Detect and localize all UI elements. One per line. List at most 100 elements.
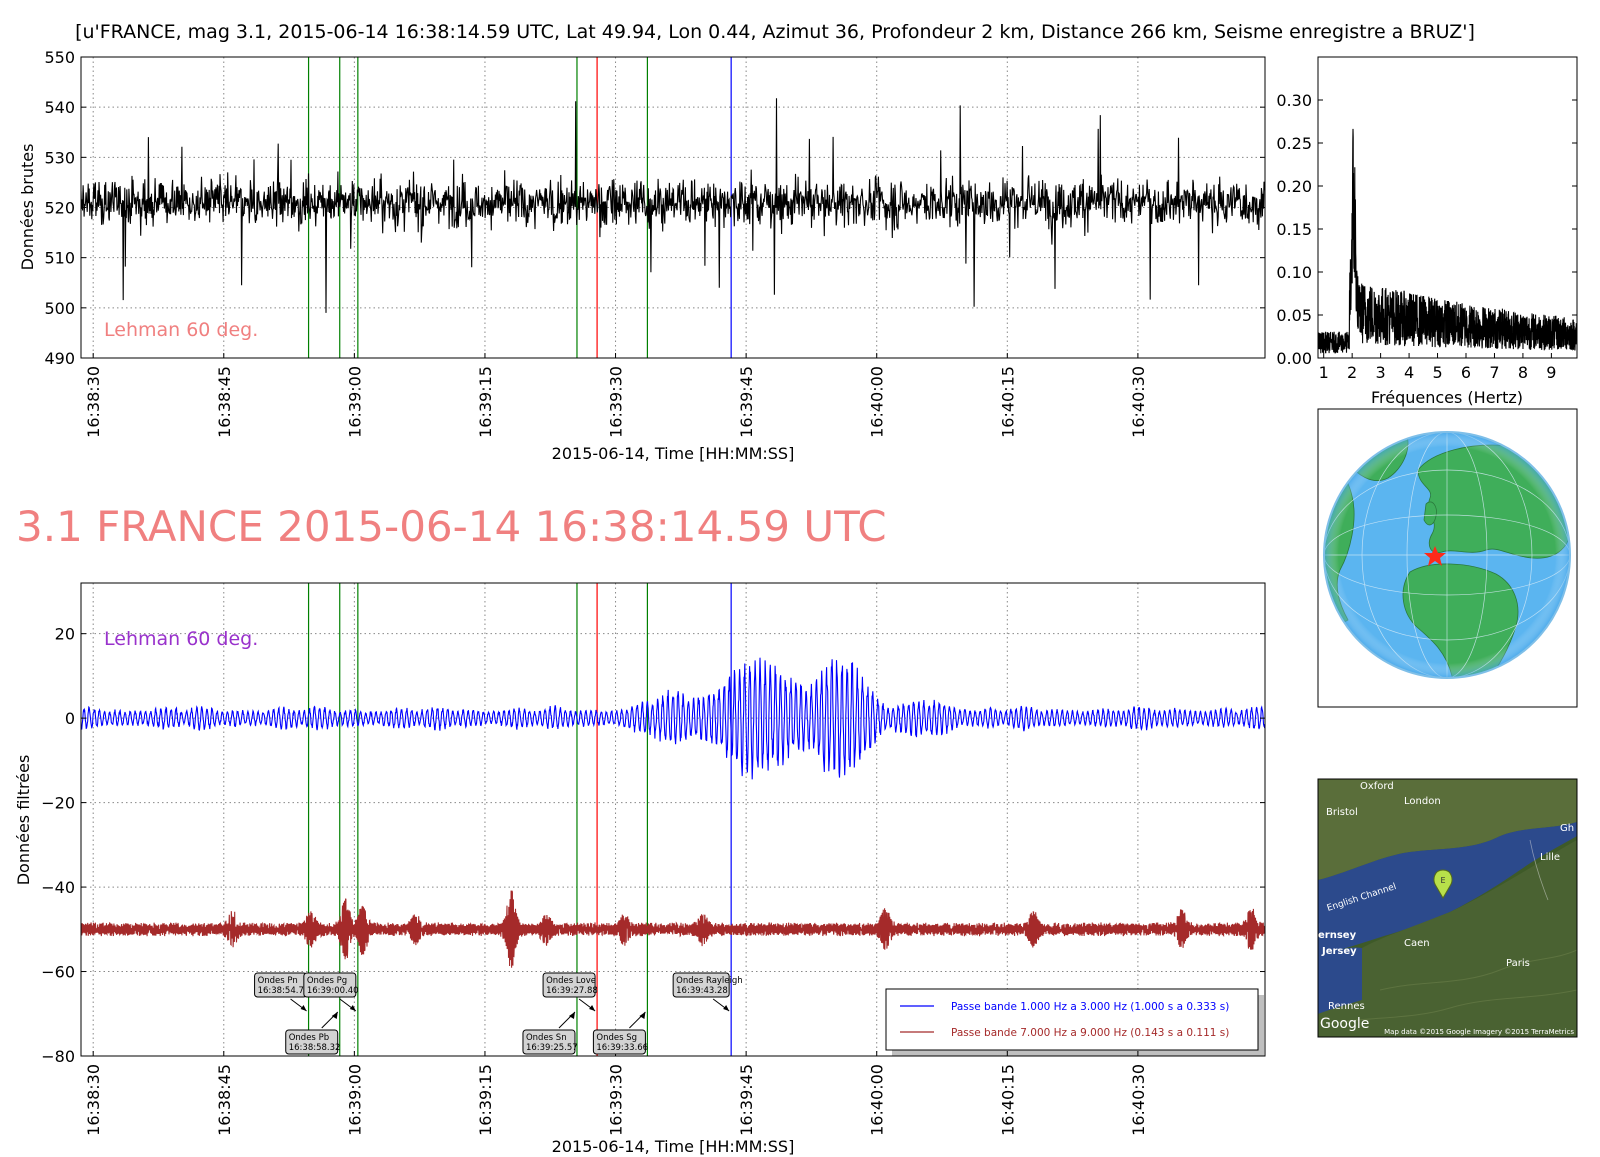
phase-label-box bbox=[592, 1029, 646, 1055]
spectrum-xtick-label: 2 bbox=[1347, 363, 1357, 382]
phase-label-name: Ondes Pn bbox=[258, 976, 298, 986]
filtered-ylabel: Données filtrées bbox=[14, 755, 33, 886]
raw-ylabel: Données brutes bbox=[18, 144, 37, 271]
map-label-rennes: Rennes bbox=[1328, 1001, 1365, 1012]
phase-label-time: 16:39:43.28 bbox=[676, 986, 728, 996]
phase-label-name: Ondes Rayleigh bbox=[676, 976, 743, 986]
filtered-annotation: Lehman 60 deg. bbox=[104, 628, 258, 650]
raw-xtick-label: 16:40:15 bbox=[998, 366, 1017, 438]
filtered-xtick-label: 16:38:45 bbox=[215, 1064, 234, 1136]
raw-xtick-label: 16:39:00 bbox=[345, 366, 364, 438]
filtered-xtick-label: 16:40:30 bbox=[1129, 1064, 1148, 1136]
filtered-xlabel: 2015-06-14, Time [HH:MM:SS] bbox=[552, 1137, 795, 1156]
map-label-gh: Gh bbox=[1560, 823, 1574, 834]
raw-ytick-label: 520 bbox=[44, 199, 75, 218]
raw-ytick-label: 530 bbox=[44, 148, 75, 167]
filtered-axes-frame bbox=[80, 582, 1266, 1057]
filtered-y-ticks: 20 0 −20 −40 −60 −80 bbox=[41, 625, 1265, 1066]
filtered-blue-trace bbox=[81, 657, 1265, 780]
spectrum-xtick-label: 7 bbox=[1489, 363, 1499, 382]
map-label-paris: Paris bbox=[1506, 958, 1530, 969]
filtered-ytick-label: −80 bbox=[41, 1047, 75, 1066]
globe-panel bbox=[1317, 408, 1578, 708]
filtered-xtick-label: 16:39:45 bbox=[737, 1064, 756, 1136]
map-marker-icon: E bbox=[1433, 869, 1453, 899]
figure-title: [u'FRANCE, mag 3.1, 2015-06-14 16:38:14.… bbox=[75, 21, 1475, 43]
phase-label-name: Ondes Pg bbox=[307, 976, 347, 986]
phase-label-name: Ondes Love bbox=[546, 976, 596, 986]
filtered-ytick-label: −60 bbox=[41, 963, 75, 982]
spectrum-ytick-label: 0.30 bbox=[1276, 91, 1312, 110]
raw-xtick-label: 16:39:15 bbox=[476, 366, 495, 438]
raw-xtick-label: 16:38:30 bbox=[84, 366, 103, 438]
map-atlantic bbox=[1318, 947, 1362, 1014]
map-label-lille: Lille bbox=[1540, 852, 1560, 863]
map-label-jersey: Jersey bbox=[1321, 946, 1357, 957]
raw-ytick-label: 510 bbox=[44, 249, 75, 268]
phase-label-arrowhead bbox=[349, 1005, 356, 1011]
raw-xlabel: 2015-06-14, Time [HH:MM:SS] bbox=[552, 444, 795, 463]
spectrum-xtick-label: 4 bbox=[1404, 363, 1414, 382]
phase-label-time: 16:39:25.57 bbox=[526, 1043, 578, 1053]
raw-xtick-label: 16:38:45 bbox=[215, 366, 234, 438]
phase-label-box bbox=[285, 1029, 339, 1055]
spectrum-axes-frame bbox=[1317, 56, 1578, 359]
spectrum-xtick-label: 9 bbox=[1546, 363, 1556, 382]
filtered-red-trace bbox=[81, 890, 1265, 968]
spectrum-xtick-label: 3 bbox=[1376, 363, 1386, 382]
filtered-xtick-label: 16:39:15 bbox=[476, 1064, 495, 1136]
phase-label-time: 16:39:33.66 bbox=[596, 1043, 648, 1053]
phase-label-arrowhead bbox=[568, 1012, 575, 1019]
phase-label-box bbox=[303, 972, 357, 998]
filtered-ytick-label: −40 bbox=[41, 878, 75, 897]
spectrum-xtick-label: 1 bbox=[1319, 363, 1329, 382]
spectrum-xtick-label: 6 bbox=[1461, 363, 1471, 382]
filtered-xtick-label: 16:39:30 bbox=[607, 1064, 626, 1136]
map-label-caen: Caen bbox=[1404, 938, 1430, 949]
filtered-phase-lines bbox=[307, 583, 732, 1056]
spectrum-ytick-label: 0.25 bbox=[1276, 134, 1312, 153]
raw-ytick-label: 550 bbox=[44, 48, 75, 67]
map-england bbox=[1318, 779, 1577, 880]
raw-ytick-label: 540 bbox=[44, 98, 75, 117]
phase-label-arrowhead bbox=[723, 1005, 730, 1011]
phase-label-time: 16:39:00.40 bbox=[307, 986, 359, 996]
raw-xtick-label: 16:40:00 bbox=[868, 366, 887, 438]
map-credit: Map data ©2015 Google Imagery ©2015 Terr… bbox=[1384, 1028, 1574, 1036]
raw-xtick-label: 16:39:45 bbox=[737, 366, 756, 438]
raw-xtick-label: 16:39:30 bbox=[607, 366, 626, 438]
map-label-oxford: Oxford bbox=[1360, 781, 1394, 792]
phase-label-time: 16:39:27.88 bbox=[546, 986, 598, 996]
filtered-ytick-label: −20 bbox=[41, 794, 75, 813]
phase-label-box bbox=[672, 972, 730, 998]
phase-label-arrowhead bbox=[589, 1005, 596, 1011]
legend-blue-label: Passe bande 1.000 Hz a 3.000 Hz (1.000 s… bbox=[951, 1001, 1229, 1013]
phase-label-arrowhead bbox=[331, 1012, 338, 1019]
phase-label-box bbox=[542, 972, 596, 998]
map-label-bristol: Bristol bbox=[1326, 807, 1358, 818]
phase-label-box bbox=[522, 1029, 576, 1055]
map-label-guernsey: ernsey bbox=[1318, 930, 1357, 941]
phase-label-time: 16:38:58.32 bbox=[289, 1043, 341, 1053]
legend-red-label: Passe bande 7.000 Hz a 9.000 Hz (0.143 s… bbox=[951, 1027, 1229, 1039]
filtered-xtick-label: 16:40:15 bbox=[998, 1064, 1017, 1136]
filtered-panel: 20 0 −20 −40 −60 −80 16:38:30 16:38:45 16:39:00… bbox=[14, 582, 1266, 1156]
map-marker-label: E bbox=[1440, 876, 1445, 885]
raw-x-ticks: 16:38:30 16:38:45 16:39:00 16:39:15 16:39:30… bbox=[84, 353, 1148, 438]
spectrum-ytick-label: 0.20 bbox=[1276, 177, 1312, 196]
spectrum-xtick-label: 8 bbox=[1518, 363, 1528, 382]
raw-y-ticks: 490 500 510 520 530 540 550 bbox=[44, 48, 1265, 368]
map-panel: Oxford London Bristol Lille Gh English C… bbox=[1317, 778, 1578, 1038]
